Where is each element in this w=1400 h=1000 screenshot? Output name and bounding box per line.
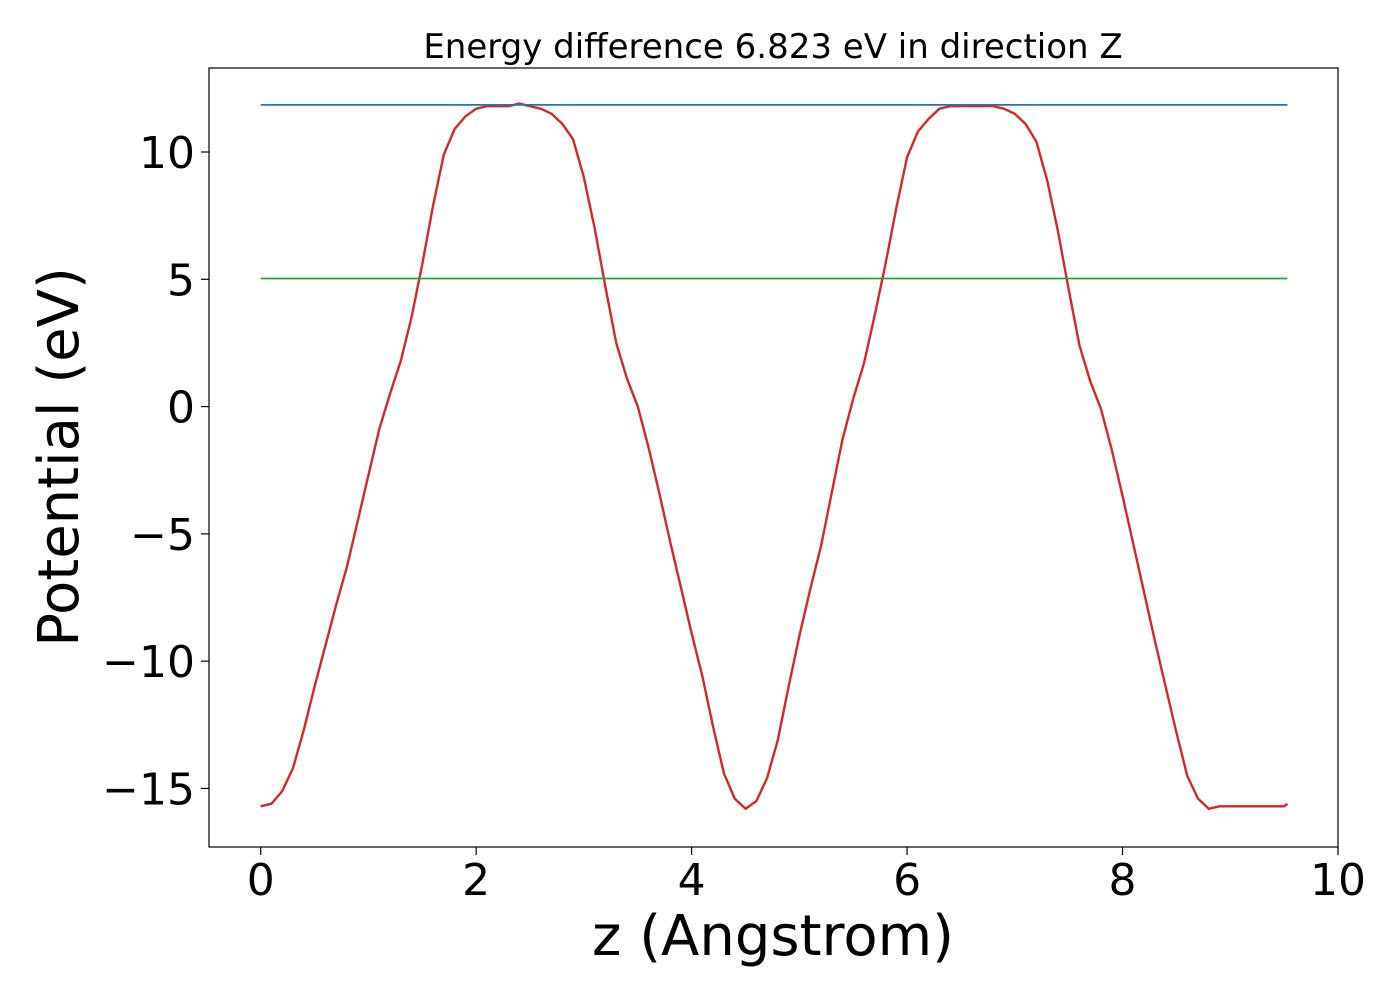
y-tick-label: 10 [139,128,195,179]
series-line-0 [260,102,1289,810]
x-tick-label: 6 [893,855,921,906]
plot-series [260,102,1289,810]
x-tick-label: 0 [247,855,275,906]
chart-title: Energy difference 6.823 eV in direction … [423,27,1122,67]
x-axis-title: z (Angstrom) [592,904,954,969]
plot-frame [208,67,1339,848]
x-tick-label: 8 [1109,855,1137,906]
y-tick-label: −10 [102,637,195,688]
y-tick-label: −5 [130,510,195,561]
x-tick-label: 10 [1310,855,1366,906]
y-axis-title: Potential (eV) [27,267,92,647]
y-axis-ticks: −15 −10 −5 0 5 10 [102,128,209,815]
x-tick-label: 2 [462,855,490,906]
y-tick-label: 5 [167,255,195,306]
y-tick-label: −15 [102,764,195,815]
x-axis-ticks: 0 2 4 6 8 10 [247,847,1366,906]
y-tick-label: 0 [167,383,195,434]
x-tick-label: 4 [678,855,706,906]
